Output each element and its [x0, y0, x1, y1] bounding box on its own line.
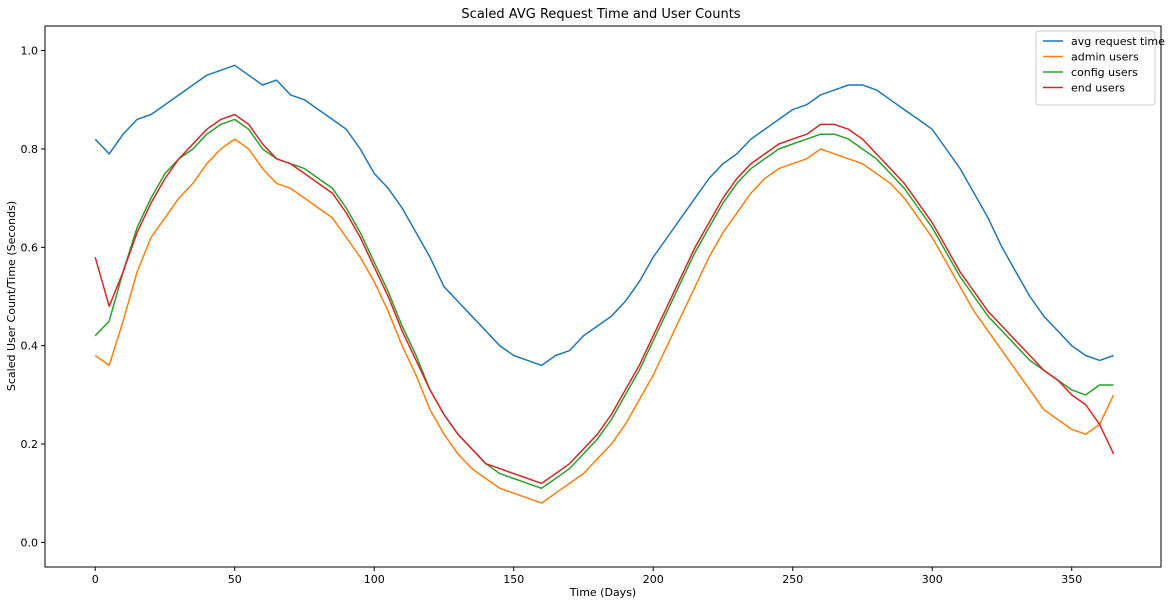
x-tick-label: 100 — [364, 573, 385, 586]
legend-box — [1035, 30, 1156, 106]
y-tick-label: 0.0 — [21, 536, 39, 549]
legend-label: end users — [1071, 82, 1125, 95]
legend-label: admin users — [1071, 51, 1139, 64]
x-tick-label: 300 — [922, 573, 943, 586]
y-tick-label: 0.6 — [21, 241, 39, 254]
y-tick-label: 0.4 — [21, 340, 39, 353]
y-axis-label: Scaled User Count/Time (Seconds) — [5, 201, 18, 391]
x-tick-label: 50 — [228, 573, 242, 586]
series-line-1 — [94, 138, 1115, 504]
y-tick-label: 1.0 — [21, 45, 39, 58]
series-line-0 — [94, 64, 1114, 367]
x-axis-label: Time (Days) — [569, 586, 636, 599]
plot-frame — [44, 25, 1162, 568]
legend: avg request time admin users config users e… — [1035, 30, 1165, 106]
y-tick-label: 0.8 — [21, 143, 39, 156]
x-tick-label: 350 — [1061, 573, 1082, 586]
chart-title: Scaled AVG Request Time and User Counts — [461, 7, 740, 22]
x-tick-label: 150 — [503, 573, 524, 586]
y-axis: 0.0 0.2 0.4 0.6 0.8 1.0 — [21, 45, 45, 549]
legend-label: config users — [1071, 66, 1138, 79]
x-tick-label: 250 — [782, 573, 803, 586]
y-tick-label: 0.2 — [21, 438, 39, 451]
plot-lines — [94, 64, 1115, 504]
x-tick-label: 0 — [92, 573, 99, 586]
x-tick-label: 200 — [643, 573, 664, 586]
legend-label: avg request time — [1071, 35, 1165, 48]
series-line-2 — [94, 118, 1114, 490]
x-axis: 0 50 100 150 200 250 300 350 — [92, 567, 1082, 586]
series-line-3 — [94, 113, 1115, 485]
